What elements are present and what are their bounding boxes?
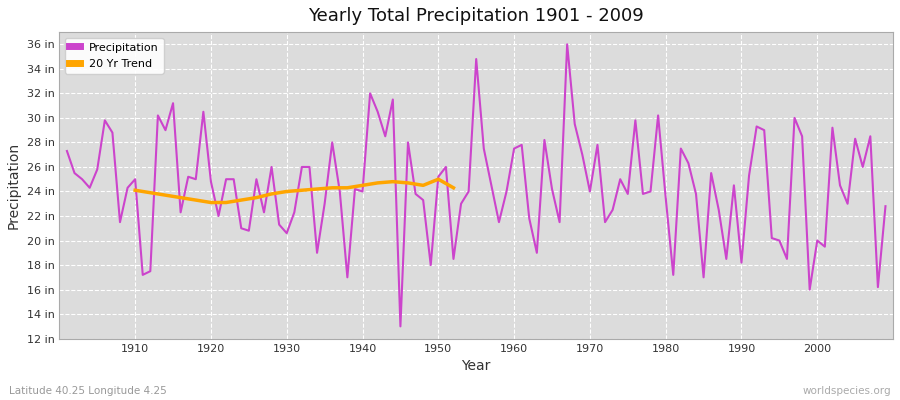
Precipitation [395,324,406,329]
20 Yr Trend [311,187,322,192]
Y-axis label: Precipitation: Precipitation [7,142,21,229]
Precipitation [508,146,519,151]
20 Yr Trend [266,192,277,196]
20 Yr Trend [357,183,368,188]
20 Yr Trend [327,185,338,190]
20 Yr Trend [220,200,231,205]
20 Yr Trend [282,189,292,194]
Text: Latitude 40.25 Longitude 4.25: Latitude 40.25 Longitude 4.25 [9,386,166,396]
20 Yr Trend [236,198,247,202]
20 Yr Trend [176,195,186,200]
20 Yr Trend [205,200,216,205]
Title: Yearly Total Precipitation 1901 - 2009: Yearly Total Precipitation 1901 - 2009 [309,7,644,25]
Precipitation [517,142,527,147]
Precipitation [289,210,300,215]
20 Yr Trend [448,185,459,190]
Precipitation [880,204,891,208]
20 Yr Trend [296,188,307,193]
20 Yr Trend [160,193,171,198]
Precipitation [562,42,572,47]
20 Yr Trend [433,177,444,182]
20 Yr Trend [130,188,140,193]
20 Yr Trend [191,198,202,202]
20 Yr Trend [418,183,428,188]
Text: worldspecies.org: worldspecies.org [803,386,891,396]
Precipitation [615,177,626,182]
20 Yr Trend [387,179,398,184]
20 Yr Trend [251,195,262,200]
Line: Precipitation: Precipitation [67,44,886,326]
20 Yr Trend [402,180,413,185]
20 Yr Trend [373,180,383,185]
Precipitation [335,189,346,194]
X-axis label: Year: Year [462,359,490,373]
Line: 20 Yr Trend: 20 Yr Trend [135,179,454,202]
Legend: Precipitation, 20 Yr Trend: Precipitation, 20 Yr Trend [65,38,164,74]
20 Yr Trend [145,190,156,195]
Precipitation [122,185,133,190]
Precipitation [61,149,72,154]
20 Yr Trend [342,185,353,190]
